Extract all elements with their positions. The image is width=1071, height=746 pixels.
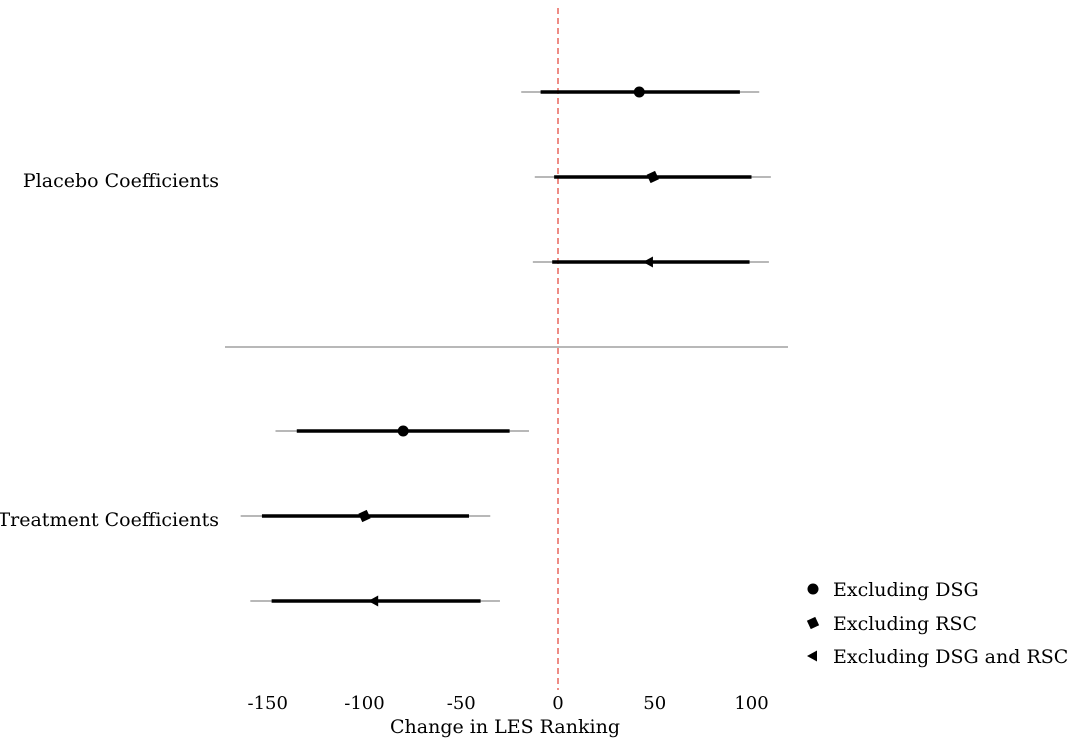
legend-item: Excluding DSG bbox=[807, 579, 979, 601]
coefficient-row bbox=[534, 170, 771, 184]
x-tick-label: -100 bbox=[344, 693, 384, 714]
coefficient-row bbox=[521, 86, 760, 98]
coefficient-rows bbox=[240, 86, 771, 607]
group-label-placebo: Placebo Coefficients bbox=[23, 170, 219, 192]
legend-marker bbox=[806, 616, 820, 630]
x-tick-label: -50 bbox=[447, 693, 476, 714]
x-tick-label: 50 bbox=[643, 693, 666, 714]
x-tick-label: 0 bbox=[552, 693, 563, 714]
legend-label: Excluding RSC bbox=[833, 613, 977, 635]
point-estimate-marker bbox=[397, 425, 409, 437]
legend: Excluding DSG Excluding RSC Excluding DSG … bbox=[806, 579, 1068, 668]
x-axis-title: Change in LES Ranking bbox=[390, 716, 620, 738]
x-tick-label: 100 bbox=[734, 693, 768, 714]
point-estimate-marker bbox=[368, 595, 379, 607]
group-label-treatment: Treatment Coefficients bbox=[0, 509, 219, 531]
legend-label: Excluding DSG bbox=[833, 579, 979, 601]
point-estimate-marker bbox=[358, 509, 371, 523]
x-tick-label: -150 bbox=[248, 693, 288, 714]
legend-marker bbox=[807, 583, 819, 595]
coefficient-row bbox=[250, 595, 500, 607]
coefficient-row bbox=[532, 256, 769, 268]
legend-marker bbox=[807, 650, 817, 662]
coefficient-row bbox=[275, 425, 529, 437]
coefficient-row bbox=[240, 509, 491, 523]
x-axis-ticks: -150 -100 -50 0 50 100 bbox=[248, 693, 769, 714]
point-estimate-marker bbox=[646, 170, 659, 184]
legend-item: Excluding DSG and RSC bbox=[807, 646, 1068, 668]
legend-item: Excluding RSC bbox=[806, 613, 977, 635]
point-estimate-marker bbox=[633, 86, 645, 98]
legend-label: Excluding DSG and RSC bbox=[833, 646, 1068, 668]
point-estimate-marker bbox=[642, 256, 653, 268]
